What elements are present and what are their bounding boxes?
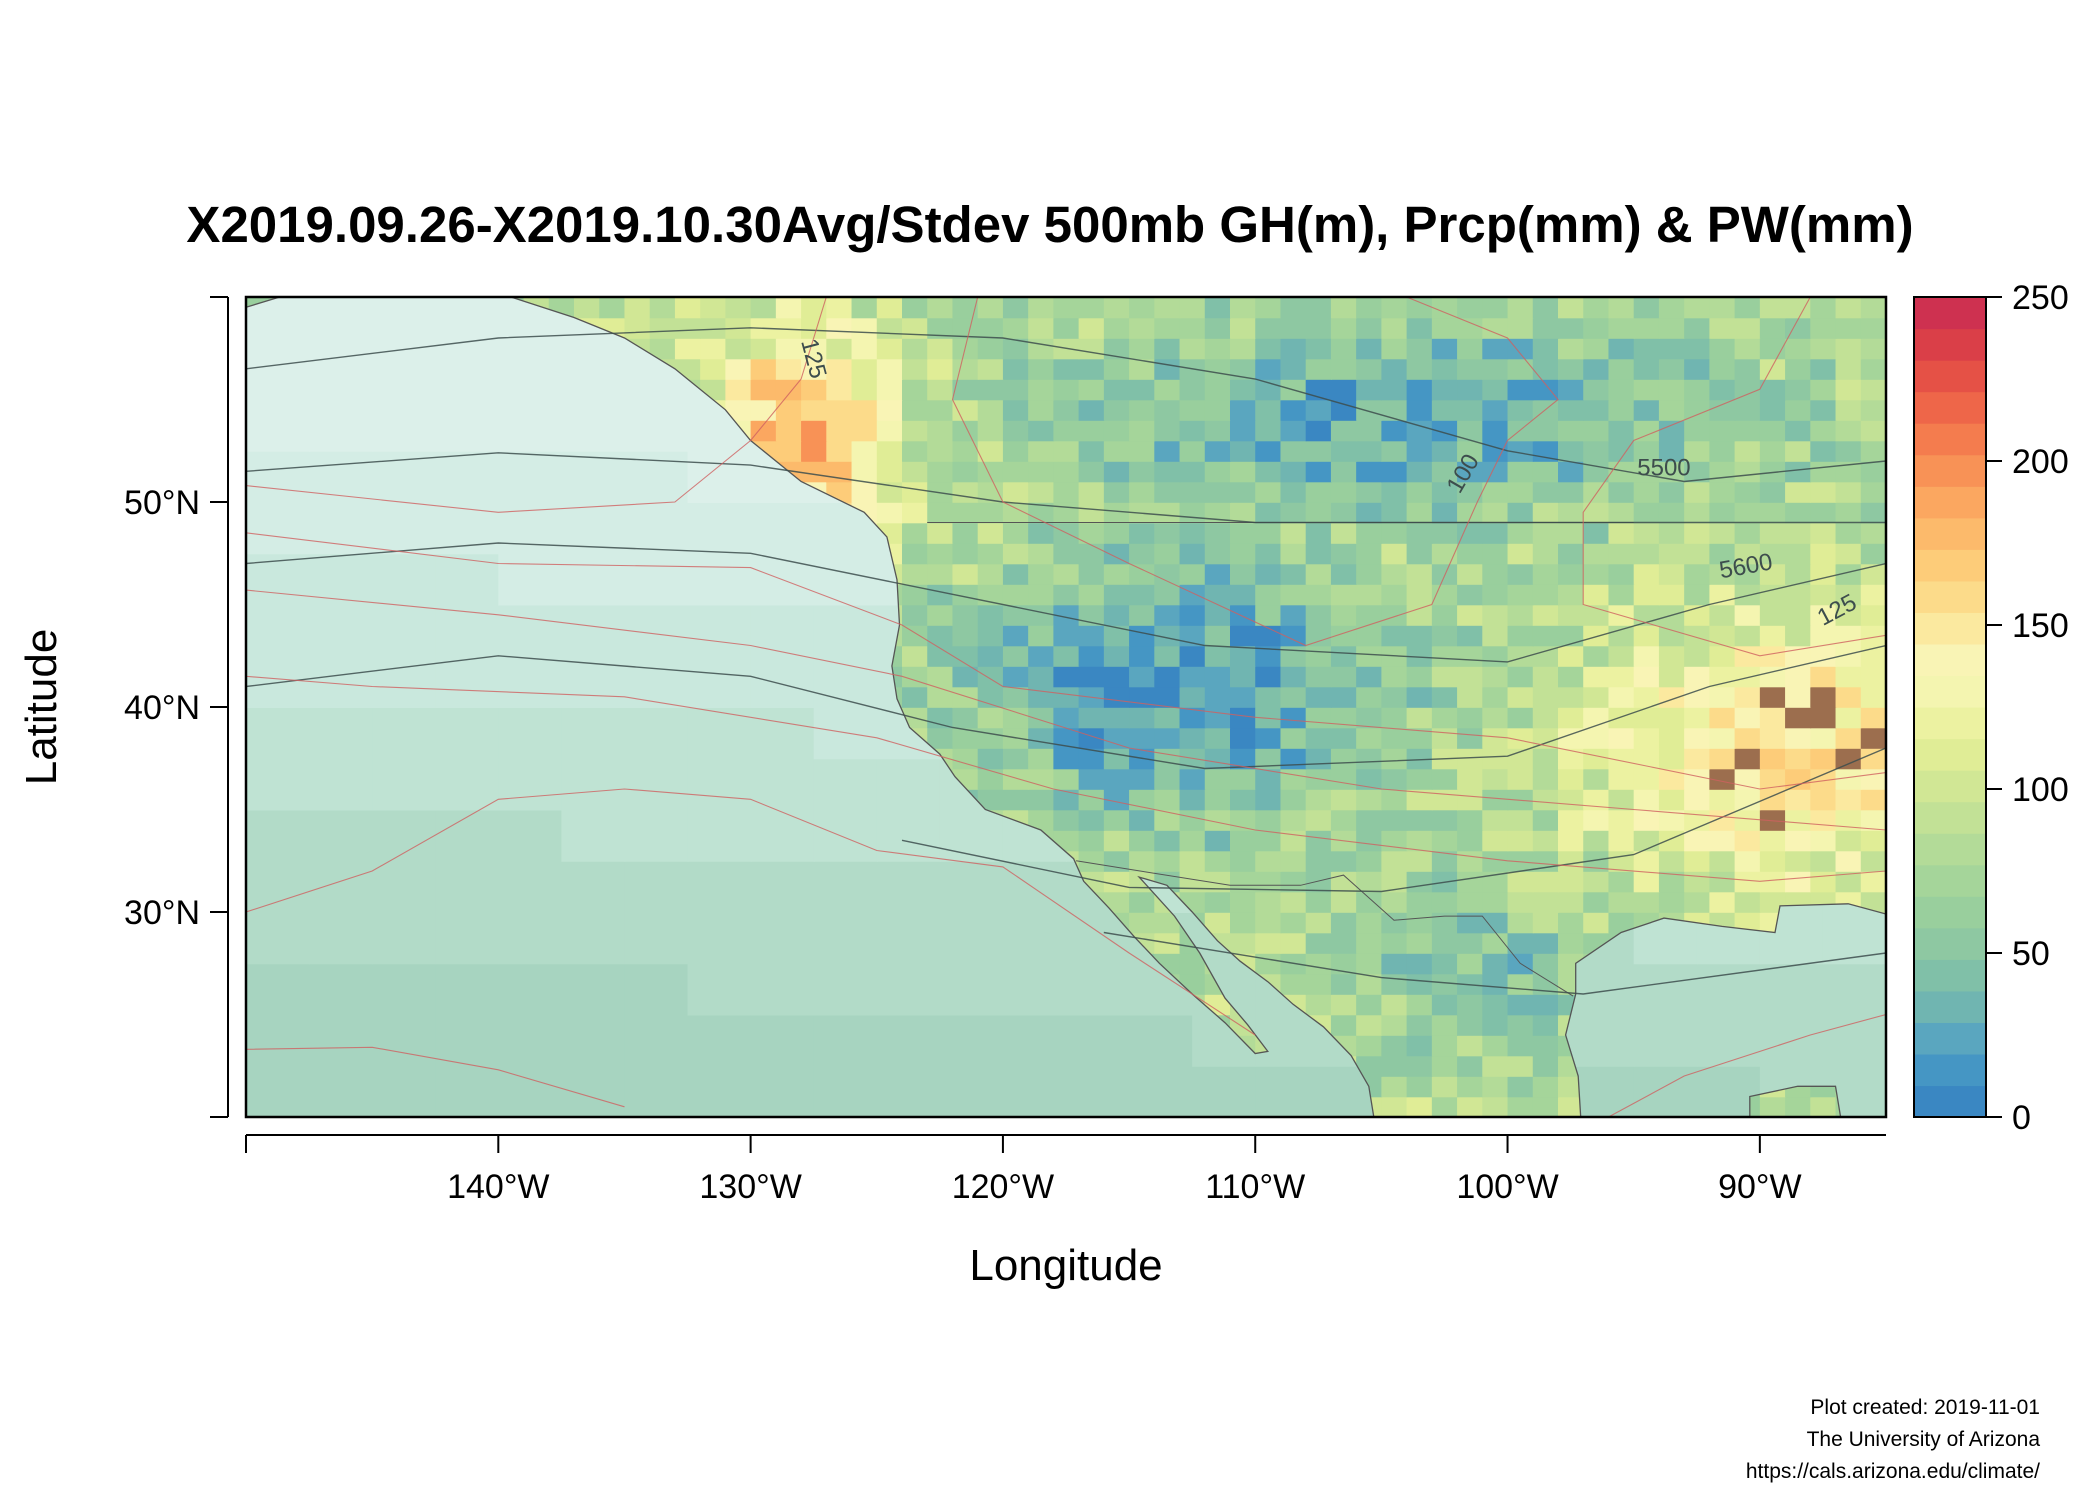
colorbar-swatch xyxy=(1914,328,1986,361)
colorbar-swatch xyxy=(1914,927,1986,960)
map-title: X2019.09.26-X2019.10.30Avg/Stdev 500mb G… xyxy=(186,196,1914,253)
colorbar-swatch xyxy=(1914,486,1986,519)
x-tick-label: 120°W xyxy=(952,1168,1054,1206)
gh-contour-line xyxy=(1103,931,1886,995)
colorbar-tick-label: 50 xyxy=(2012,935,2050,973)
precip-contour-line xyxy=(246,589,1886,831)
colorbar-swatch xyxy=(1914,549,1986,582)
y-tick-label: 30°N xyxy=(124,894,200,932)
credit-institution: The University of Arizona xyxy=(1806,1428,2040,1451)
precip-contour-line xyxy=(246,297,827,513)
precip-contour-line xyxy=(246,675,1886,882)
colorbar-swatch xyxy=(1914,1085,1986,1118)
colorbar-swatch xyxy=(1914,643,1986,677)
colorbar-swatch xyxy=(1914,959,1986,992)
precip-contour-line xyxy=(1582,297,1886,657)
colorbar-swatch xyxy=(1914,1022,1986,1055)
colorbar-swatch xyxy=(1914,360,1986,393)
colorbar-swatch xyxy=(1914,896,1986,929)
colorbar-tick-label: 0 xyxy=(2012,1099,2031,1137)
x-axis: 140°W 130°W 120°W 110°W 100°W 90°W xyxy=(245,1134,1886,1206)
colorbar-swatch xyxy=(1914,454,1986,487)
credit-block: Plot created: 2019-11-01 The University … xyxy=(1746,1392,2040,1488)
colorbar-tick-label: 250 xyxy=(2012,279,2069,317)
x-tick-label: 140°W xyxy=(447,1168,549,1206)
colorbar-swatch xyxy=(1914,1053,1986,1087)
colorbar-swatch xyxy=(1914,580,1986,613)
credit-url: https://cals.arizona.edu/climate/ xyxy=(1745,1460,2040,1483)
precip-contour-layer xyxy=(246,297,1886,1117)
colorbar-swatch xyxy=(1914,707,1986,740)
contour-label: 5500 xyxy=(1637,454,1690,481)
precip-contour-line xyxy=(246,788,1256,1036)
colorbar-swatch xyxy=(1914,612,1986,645)
colorbar-frame xyxy=(1913,296,1987,1118)
x-tick-label: 110°W xyxy=(1205,1168,1305,1206)
gh-contour-layer xyxy=(246,327,1886,995)
border-path xyxy=(1076,860,1574,997)
map-frame xyxy=(244,295,1888,1119)
y-tick-label: 50°N xyxy=(124,484,200,522)
precip-contour-line xyxy=(246,1046,625,1108)
colorbar-tick-label: 200 xyxy=(2012,443,2069,481)
colorbar: 0 50 100 150 200 250 xyxy=(1913,279,2069,1137)
colorbar-swatch xyxy=(1914,833,1986,866)
colorbar-swatch xyxy=(1914,517,1986,550)
colorbar-swatch xyxy=(1914,391,1986,424)
colorbar-swatch xyxy=(1914,801,1986,834)
x-axis-label: Longitude xyxy=(969,1241,1162,1290)
colorbar-tick-label: 100 xyxy=(2012,771,2069,809)
colorbar-swatch xyxy=(1914,990,1986,1023)
colorbar-swatch xyxy=(1914,770,1986,803)
x-tick-label: 90°W xyxy=(1718,1168,1802,1206)
gh-contour-line xyxy=(246,327,1886,483)
colorbar-swatch xyxy=(1914,864,1986,897)
colorbar-swatch xyxy=(1914,297,1986,330)
colorbar-swatch xyxy=(1914,738,1986,771)
precip-contour-line xyxy=(951,297,1559,647)
precip-contour-line xyxy=(246,532,1886,790)
colorbar-swatch xyxy=(1914,423,1986,456)
y-axis-label: Latitude xyxy=(17,629,66,786)
coastline-path xyxy=(1749,1085,1886,1117)
y-axis: 30°N 40°N 50°N xyxy=(124,296,229,1118)
gh-contour-line xyxy=(246,644,1886,770)
x-tick-label: 130°W xyxy=(699,1168,801,1206)
gh-contour-line xyxy=(246,542,1886,663)
precip-contour-line xyxy=(1608,1013,1886,1117)
x-tick-label: 100°W xyxy=(1456,1168,1558,1206)
gh-contour-line xyxy=(901,747,1886,893)
coastline-path xyxy=(246,297,1886,1117)
gh-contour-line xyxy=(246,452,1886,524)
colorbar-swatch xyxy=(1914,675,1986,708)
colorbar-tick-label: 150 xyxy=(2012,607,2069,645)
y-tick-label: 40°N xyxy=(124,689,200,727)
credit-date: Plot created: 2019-11-01 xyxy=(1810,1396,2040,1419)
